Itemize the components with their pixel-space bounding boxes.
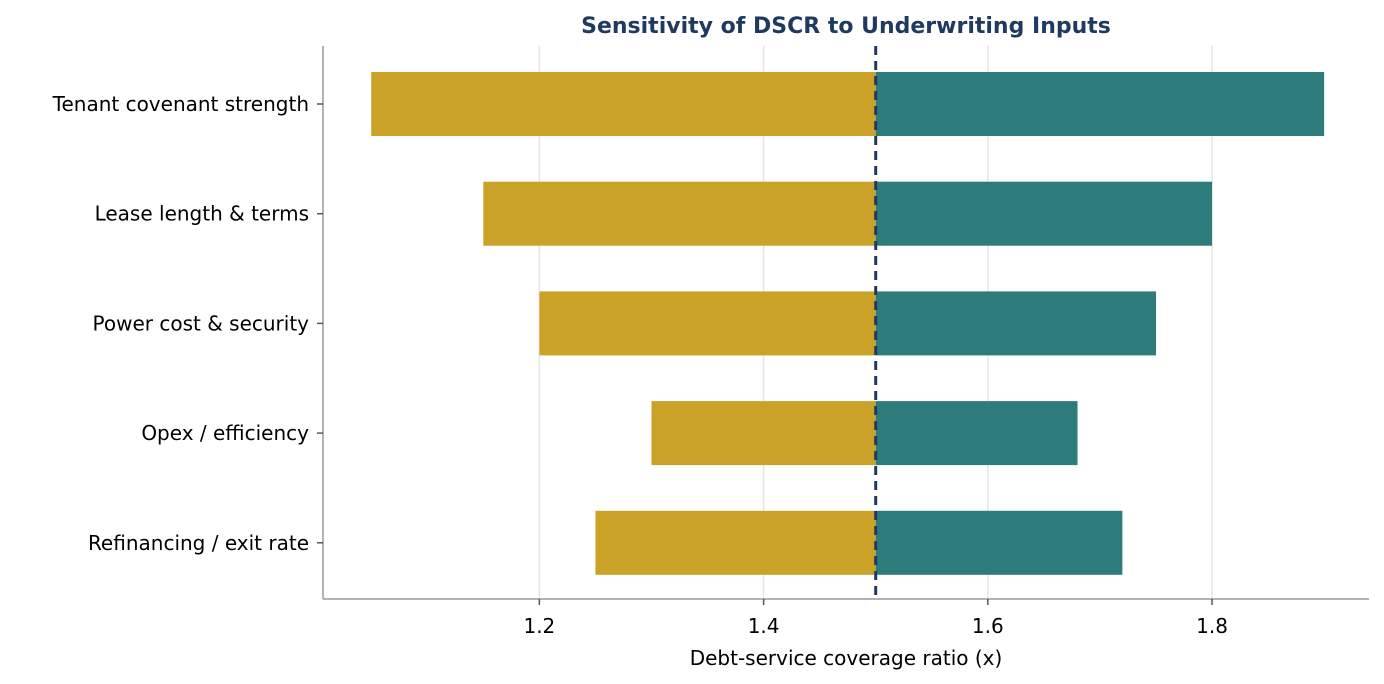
x-axis-label: Debt-service coverage ratio (x): [690, 646, 1003, 670]
bar-low: [595, 510, 876, 575]
bars: [371, 72, 1325, 575]
bar-high: [875, 510, 1123, 575]
x-tick-label: 1.8: [1196, 614, 1228, 638]
y-tick-label: Opex / efficiency: [141, 421, 309, 445]
axes: [322, 46, 1369, 600]
bar-high: [875, 401, 1078, 466]
bar-low: [483, 181, 876, 246]
bar-high: [875, 291, 1156, 356]
bar-low: [651, 401, 876, 466]
ticks: 1.2 1.4 1.6 1.8 Tenant covenant strength Leas…: [52, 92, 1228, 638]
y-tick-label: Tenant covenant strength: [52, 92, 309, 116]
bar-high: [875, 72, 1325, 136]
bar-low: [371, 72, 876, 136]
chart-title: Sensitivity of DSCR to Underwriting Inpu…: [581, 14, 1111, 39]
x-tick-label: 1.6: [972, 614, 1004, 638]
bar-low: [539, 291, 876, 356]
x-tick-label: 1.4: [748, 614, 780, 638]
bar-high: [875, 181, 1213, 246]
x-tick-label: 1.2: [523, 614, 555, 638]
y-tick-label: Lease length & terms: [95, 202, 309, 226]
y-tick-label: Power cost & security: [93, 311, 310, 335]
y-tick-label: Refinancing / exit rate: [88, 531, 309, 555]
